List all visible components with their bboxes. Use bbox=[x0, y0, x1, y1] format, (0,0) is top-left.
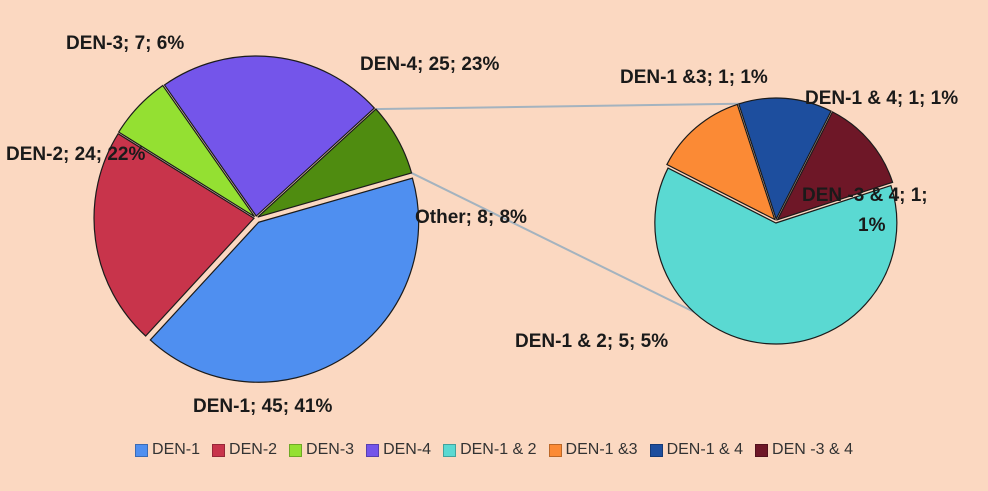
legend-item-den-1: DEN-1 bbox=[135, 441, 200, 459]
legend-label: DEN-1 &3 bbox=[565, 441, 638, 458]
data-label-den-1-2: DEN-1 & 2; 5; 5% bbox=[515, 331, 668, 352]
legend-swatch bbox=[755, 443, 769, 457]
slice-den-1-3 bbox=[666, 103, 776, 221]
data-label-den-3-4-line2: 1% bbox=[858, 215, 886, 236]
legend-label: DEN-1 & 2 bbox=[460, 441, 537, 458]
legend-swatch bbox=[366, 443, 380, 457]
slice-den-1-4 bbox=[738, 97, 832, 221]
legend-label: DEN-2 bbox=[229, 441, 278, 458]
slice-den-2 bbox=[93, 132, 255, 337]
slice-other bbox=[257, 108, 413, 218]
secondary-pie bbox=[654, 97, 898, 345]
data-label-den-4: DEN-4; 25; 23% bbox=[360, 54, 499, 75]
slice-den-1 bbox=[149, 177, 420, 383]
data-label-den-1-3: DEN-1 &3; 1; 1% bbox=[620, 67, 768, 88]
legend-label: DEN-1 bbox=[152, 441, 201, 458]
legend-item-den-3-4: DEN -3 & 4 bbox=[755, 441, 853, 459]
legend-swatch bbox=[135, 443, 149, 457]
legend-label: DEN-4 bbox=[383, 441, 432, 458]
legend-swatch bbox=[443, 443, 457, 457]
data-label-other: Other; 8; 8% bbox=[415, 207, 527, 228]
legend-item-den-1-3: DEN-1 &3 bbox=[548, 441, 638, 459]
data-label-den-3-4-line1: DEN -3 & 4; 1; bbox=[802, 185, 928, 206]
legend-swatch bbox=[212, 443, 226, 457]
slice-den-1-2 bbox=[654, 167, 898, 345]
legend-label: DEN-1 & 4 bbox=[666, 441, 744, 458]
legend-item-den-2: DEN-2 bbox=[212, 441, 277, 459]
connector-line-top bbox=[375, 102, 747, 111]
legend-item-den-3: DEN-3 bbox=[289, 441, 354, 459]
legend-label: DEN-3 bbox=[306, 441, 355, 458]
legend-item-den-4: DEN-4 bbox=[366, 441, 431, 459]
slice-den-3-4 bbox=[776, 111, 894, 221]
main-pie bbox=[93, 55, 420, 383]
legend: DEN-1 DEN-2 DEN-3 DEN-4 DEN-1 & 2 DEN-1 &3 DEN… bbox=[0, 441, 988, 459]
data-label-den-3: DEN-3; 7; 6% bbox=[66, 33, 184, 54]
legend-swatch bbox=[548, 443, 562, 457]
data-label-den-2: DEN-2; 24; 22% bbox=[6, 144, 145, 165]
legend-item-den-1-4: DEN-1 & 4 bbox=[649, 441, 744, 459]
data-label-den-1: DEN-1; 45; 41% bbox=[193, 396, 332, 417]
slice-den-3 bbox=[117, 84, 256, 218]
legend-label: DEN -3 & 4 bbox=[772, 441, 853, 458]
legend-swatch bbox=[649, 443, 663, 457]
slice-den-4 bbox=[163, 55, 376, 217]
legend-item-den-1-2: DEN-1 & 2 bbox=[443, 441, 537, 459]
data-label-den-1-4: DEN-1 & 4; 1; 1% bbox=[805, 88, 958, 109]
legend-swatch bbox=[289, 443, 303, 457]
